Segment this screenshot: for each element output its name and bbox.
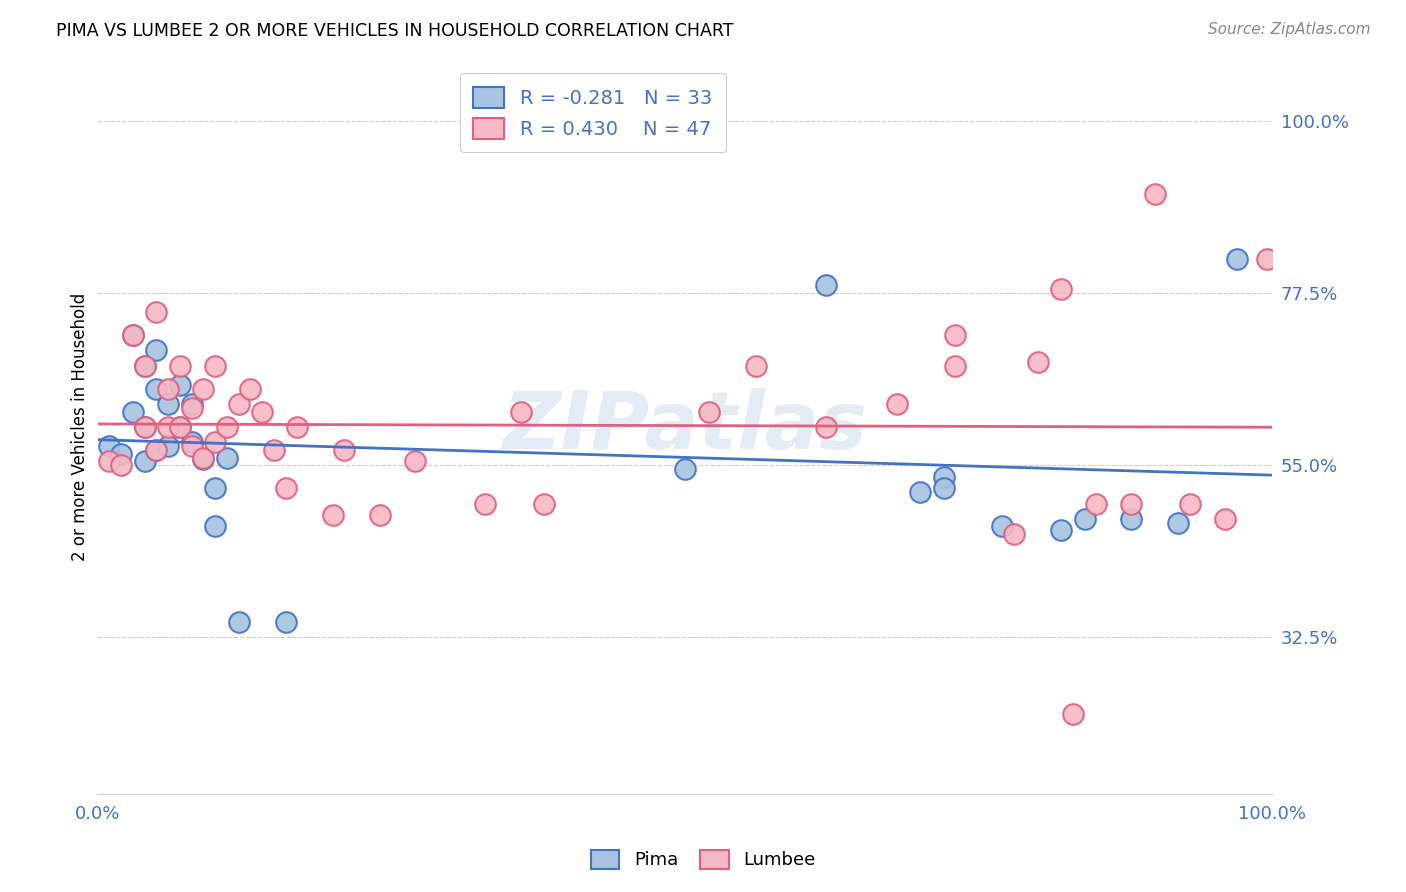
Point: [110, 458, 132, 473]
Point: [204, 519, 226, 533]
Point: [274, 481, 297, 495]
Point: [1002, 527, 1025, 541]
Point: [134, 359, 156, 373]
Point: [932, 481, 955, 495]
Point: [1167, 516, 1189, 530]
Point: [285, 420, 308, 434]
Point: [134, 420, 156, 434]
Point: [1062, 706, 1084, 721]
Point: [1121, 512, 1143, 526]
Legend: Pima, Lumbee: Pima, Lumbee: [582, 840, 824, 879]
Point: [943, 359, 966, 373]
Point: [744, 359, 766, 373]
Point: [404, 454, 426, 468]
Point: [98, 454, 121, 468]
Text: PIMA VS LUMBEE 2 OR MORE VEHICLES IN HOUSEHOLD CORRELATION CHART: PIMA VS LUMBEE 2 OR MORE VEHICLES IN HOU…: [56, 22, 734, 40]
Point: [180, 401, 202, 415]
Point: [1050, 524, 1073, 538]
Point: [1180, 496, 1202, 510]
Point: [1256, 252, 1278, 266]
Point: [145, 442, 167, 457]
Point: [368, 508, 391, 522]
Point: [157, 439, 180, 453]
Point: [932, 469, 955, 483]
Point: [239, 382, 262, 396]
Point: [169, 420, 191, 434]
Point: [228, 397, 250, 411]
Point: [1026, 355, 1049, 369]
Point: [110, 447, 132, 461]
Point: [204, 481, 226, 495]
Point: [121, 328, 143, 343]
Point: [322, 508, 344, 522]
Y-axis label: 2 or more Vehicles in Household: 2 or more Vehicles in Household: [72, 293, 89, 561]
Point: [908, 485, 931, 500]
Legend: R = -0.281   N = 33, R = 0.430    N = 47: R = -0.281 N = 33, R = 0.430 N = 47: [460, 73, 725, 153]
Point: [215, 420, 238, 434]
Point: [814, 420, 837, 434]
Point: [1121, 496, 1143, 510]
Point: [193, 452, 215, 467]
Point: [215, 450, 238, 465]
Point: [1073, 512, 1095, 526]
Point: [474, 496, 496, 510]
Point: [263, 442, 285, 457]
Point: [886, 397, 908, 411]
Point: [169, 359, 191, 373]
Point: [180, 439, 202, 453]
Point: [145, 305, 167, 319]
Point: [1215, 512, 1237, 526]
Point: [1226, 252, 1249, 266]
Point: [157, 420, 180, 434]
Point: [673, 462, 696, 476]
Point: [169, 377, 191, 392]
Point: [134, 359, 156, 373]
Point: [145, 442, 167, 457]
Point: [697, 405, 720, 419]
Point: [134, 454, 156, 468]
Point: [204, 435, 226, 450]
Point: [991, 519, 1014, 533]
Point: [134, 420, 156, 434]
Point: [98, 439, 121, 453]
Point: [533, 496, 555, 510]
Point: [509, 405, 531, 419]
Point: [943, 328, 966, 343]
Point: [169, 420, 191, 434]
Text: ZIPatlas: ZIPatlas: [502, 388, 868, 466]
Point: [157, 397, 180, 411]
Point: [228, 615, 250, 629]
Point: [333, 442, 356, 457]
Point: [180, 397, 202, 411]
Point: [274, 615, 297, 629]
Point: [180, 435, 202, 450]
Point: [1143, 186, 1166, 201]
Point: [157, 382, 180, 396]
Point: [193, 382, 215, 396]
Point: [250, 405, 273, 419]
Point: [145, 343, 167, 358]
Text: Source: ZipAtlas.com: Source: ZipAtlas.com: [1208, 22, 1371, 37]
Point: [1050, 282, 1073, 296]
Point: [204, 359, 226, 373]
Point: [121, 328, 143, 343]
Point: [814, 278, 837, 293]
Point: [145, 382, 167, 396]
Point: [121, 405, 143, 419]
Point: [1085, 496, 1108, 510]
Point: [193, 450, 215, 465]
